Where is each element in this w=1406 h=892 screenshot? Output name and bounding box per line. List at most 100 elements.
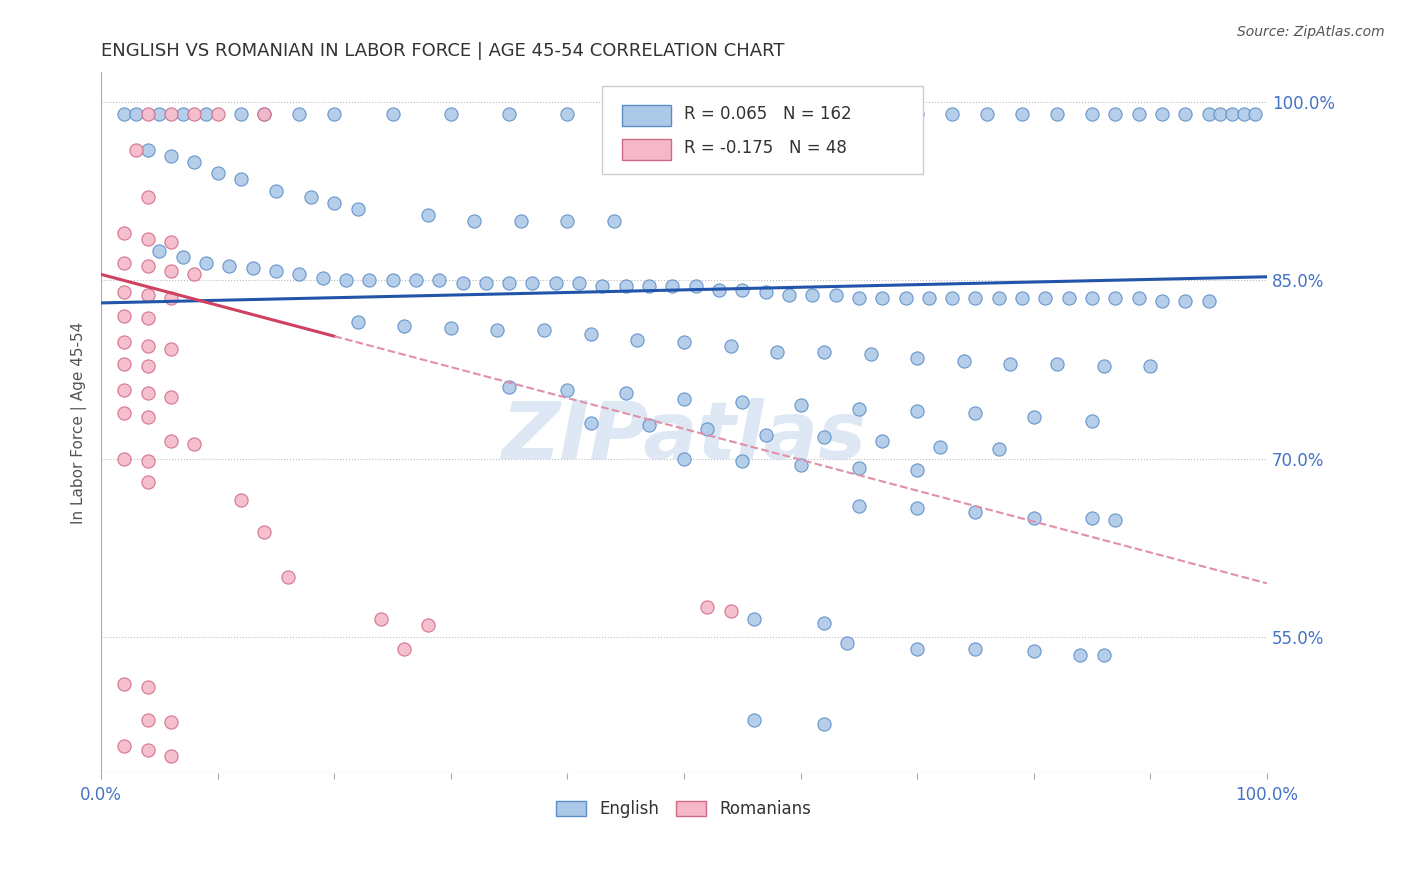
Point	[136, 107, 159, 121]
Point	[1081, 107, 1104, 121]
Point	[987, 442, 1010, 456]
Point	[183, 107, 205, 121]
Point	[381, 273, 404, 287]
Point	[789, 107, 811, 121]
Point	[614, 107, 637, 121]
Point	[859, 347, 882, 361]
Point	[813, 430, 835, 444]
Point	[965, 505, 987, 519]
Point	[1198, 107, 1220, 121]
Point	[696, 422, 718, 436]
Point	[346, 315, 368, 329]
Bar	[623, 139, 671, 160]
Point	[1174, 293, 1197, 308]
Point	[264, 264, 287, 278]
Point	[533, 323, 555, 337]
Point	[1000, 357, 1022, 371]
Point	[987, 291, 1010, 305]
Point	[114, 383, 136, 397]
Point	[136, 409, 159, 424]
Point	[638, 279, 661, 293]
Point	[1150, 293, 1173, 308]
Point	[1046, 357, 1069, 371]
Point	[160, 390, 183, 404]
Point	[614, 279, 637, 293]
Point	[253, 525, 276, 540]
Point	[136, 259, 159, 273]
Point	[905, 501, 928, 516]
Point	[405, 273, 427, 287]
Point	[1174, 107, 1197, 121]
FancyBboxPatch shape	[602, 87, 922, 174]
Point	[905, 351, 928, 365]
Point	[1011, 107, 1033, 121]
Point	[229, 172, 252, 186]
Point	[837, 636, 859, 650]
Point	[557, 107, 579, 121]
Point	[299, 190, 322, 204]
Point	[941, 291, 963, 305]
Point	[229, 493, 252, 508]
Point	[742, 612, 765, 626]
Point	[136, 287, 159, 301]
Point	[824, 287, 846, 301]
Point	[731, 283, 754, 297]
Point	[579, 416, 602, 430]
Point	[1081, 291, 1104, 305]
Point	[160, 148, 183, 162]
Point	[1022, 644, 1045, 658]
Point	[114, 677, 136, 691]
Point	[427, 273, 450, 287]
Point	[870, 434, 893, 448]
Point	[672, 392, 695, 406]
Point	[1244, 107, 1267, 121]
Point	[136, 454, 159, 468]
Point	[742, 713, 765, 727]
Point	[114, 335, 136, 350]
Point	[1209, 107, 1232, 121]
Point	[114, 357, 136, 371]
Point	[323, 196, 346, 211]
Point	[311, 271, 333, 285]
Point	[544, 276, 567, 290]
Point	[136, 713, 159, 727]
Point	[160, 715, 183, 730]
Point	[1092, 648, 1115, 662]
Point	[614, 386, 637, 401]
Point	[755, 427, 778, 442]
Point	[346, 202, 368, 216]
Point	[136, 386, 159, 401]
Point	[952, 354, 974, 368]
Point	[114, 285, 136, 300]
Point	[848, 401, 870, 416]
Point	[557, 214, 579, 228]
Point	[813, 344, 835, 359]
Point	[207, 166, 229, 180]
Point	[1232, 107, 1254, 121]
Point	[813, 716, 835, 731]
Point	[218, 259, 240, 273]
Point	[731, 107, 754, 121]
Point	[394, 641, 416, 656]
Point	[789, 458, 811, 472]
Point	[1092, 359, 1115, 373]
Point	[160, 748, 183, 763]
Point	[685, 279, 707, 293]
Point	[905, 404, 928, 418]
Point	[498, 380, 520, 394]
Point	[568, 276, 591, 290]
Point	[114, 309, 136, 323]
Point	[172, 107, 194, 121]
Point	[136, 190, 159, 204]
Point	[929, 440, 952, 454]
Point	[1139, 359, 1161, 373]
Point	[661, 279, 683, 293]
Point	[603, 214, 626, 228]
Point	[498, 276, 520, 290]
Point	[1011, 291, 1033, 305]
Point	[626, 333, 648, 347]
Point	[1104, 291, 1126, 305]
Point	[183, 268, 205, 282]
Point	[1198, 293, 1220, 308]
Point	[288, 107, 311, 121]
